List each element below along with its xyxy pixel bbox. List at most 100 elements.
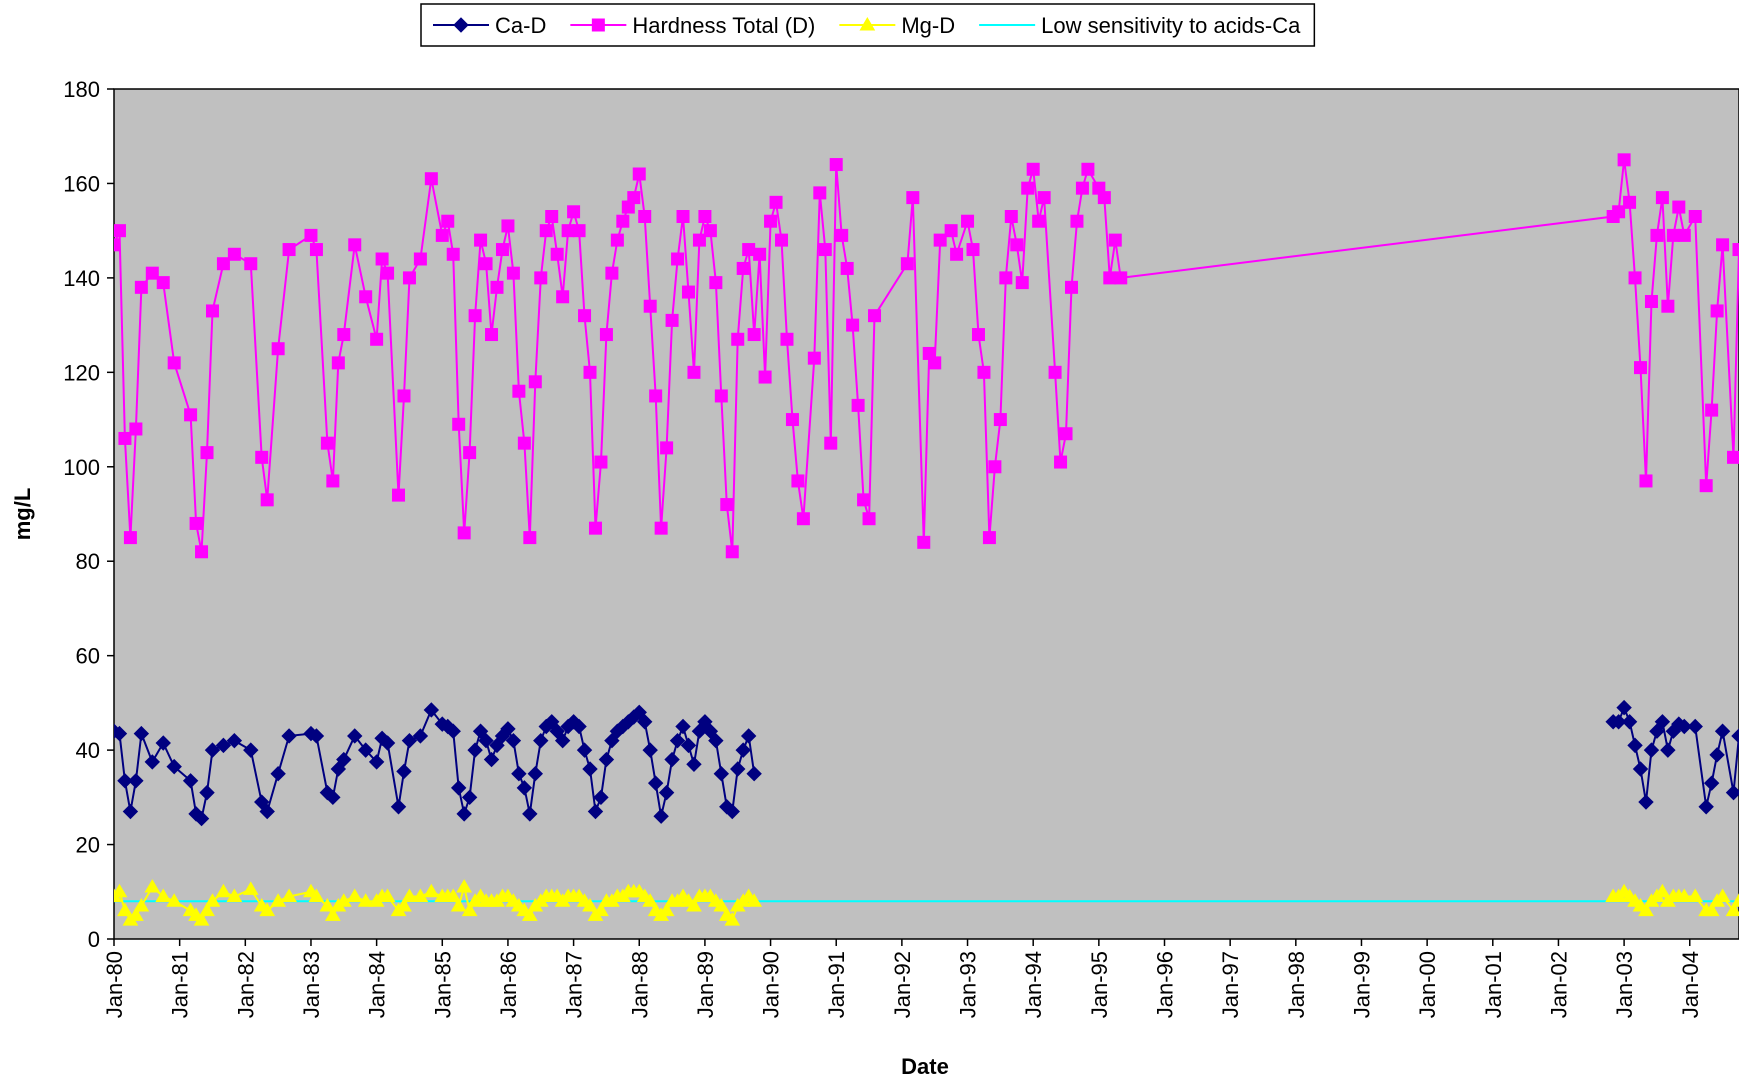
marker-square [950,247,964,261]
marker-diamond [604,732,620,749]
marker-square [572,224,586,238]
x-tick-label: Jan-82 [233,951,258,1018]
marker-triangle [396,897,412,912]
marker-square [1004,210,1018,223]
marker-diamond [522,806,538,822]
x-tick-label: Jan-04 [1678,951,1703,1018]
y-tick-label: 0 [88,927,100,952]
marker-square [517,436,531,450]
marker-diamond [631,704,647,721]
marker-square [780,332,794,346]
marker-square [474,233,488,247]
marker-diamond [505,732,522,749]
marker-diamond [735,742,751,758]
x-tick-label: Jan-91 [824,951,849,1018]
marker-square [528,375,542,389]
marker-square [993,413,1007,427]
marker-square [944,224,958,238]
marker-square [512,384,526,398]
marker-square [714,389,728,403]
x-tick-label: Jan-00 [1415,951,1440,1018]
marker-square [928,356,942,370]
marker-square [599,328,613,342]
marker-square [435,228,449,242]
marker-square [156,276,170,290]
marker-diamond [500,721,516,737]
marker-square [1103,271,1117,285]
marker-square [118,431,132,445]
marker-diamond [357,742,374,758]
marker-diamond [461,789,478,806]
marker-square [457,526,471,540]
marker-diamond [587,803,604,820]
marker-square [753,247,767,261]
marker-square [1032,214,1046,228]
marker-diamond [713,766,730,782]
marker-square [605,266,619,280]
marker-diamond [412,728,429,744]
marker-square [846,318,860,332]
marker-triangle [270,893,287,907]
marker-square [1672,200,1686,214]
marker-square [550,247,564,261]
marker-square [900,257,914,271]
series-line [114,159,1739,552]
marker-diamond [675,718,691,735]
marker-diamond [740,728,757,744]
marker-square [359,290,373,304]
x-tick-label: Jan-87 [562,951,587,1018]
marker-triangle [686,897,702,912]
marker-diamond [166,758,182,775]
marker-square [534,271,548,285]
x-tick-label: Jan-02 [1546,951,1571,1018]
marker-square [681,285,695,299]
marker-triangle [379,888,396,902]
marker-square [255,450,269,464]
marker-diamond [122,803,139,820]
marker-triangle [401,888,418,902]
marker-diamond [516,780,533,796]
marker-square [1688,210,1702,223]
marker-square [671,252,685,266]
marker-square [134,280,148,294]
x-tick-label: Jan-84 [365,951,390,1018]
marker-diamond [243,742,259,758]
marker-square [189,516,203,530]
marker-square [1064,280,1078,294]
marker-square [402,271,416,285]
marker-triangle [412,888,429,902]
marker-square [857,493,871,507]
marker-triangle [1687,888,1704,902]
marker-diamond [204,742,221,758]
marker-square [676,210,690,223]
marker-diamond [1621,714,1638,730]
marker-diamond [647,775,664,791]
marker-diamond [669,732,686,749]
marker-diamond [653,808,669,824]
marker-square [145,266,159,280]
marker-diamond [664,751,680,768]
marker-square [1612,205,1626,219]
marker-square [851,398,865,412]
marker-diamond [511,766,527,782]
marker-square [1097,191,1111,205]
marker-square [1705,403,1719,417]
marker-square [971,328,985,342]
marker-square [758,370,772,384]
marker-square [649,389,663,403]
marker-square [1026,162,1040,176]
marker-square [129,422,143,436]
x-tick-label: Jan-86 [496,951,521,1018]
x-tick-label: Jan-81 [168,951,193,1018]
marker-square [868,309,882,323]
marker-square [523,531,537,545]
marker-square [1716,238,1730,252]
marker-triangle [1654,883,1671,898]
marker-diamond [182,773,199,789]
marker-square [594,455,608,469]
marker-diamond [593,789,609,806]
marker-diamond [128,773,144,789]
marker-square [999,271,1013,285]
marker-diamond [489,737,505,754]
